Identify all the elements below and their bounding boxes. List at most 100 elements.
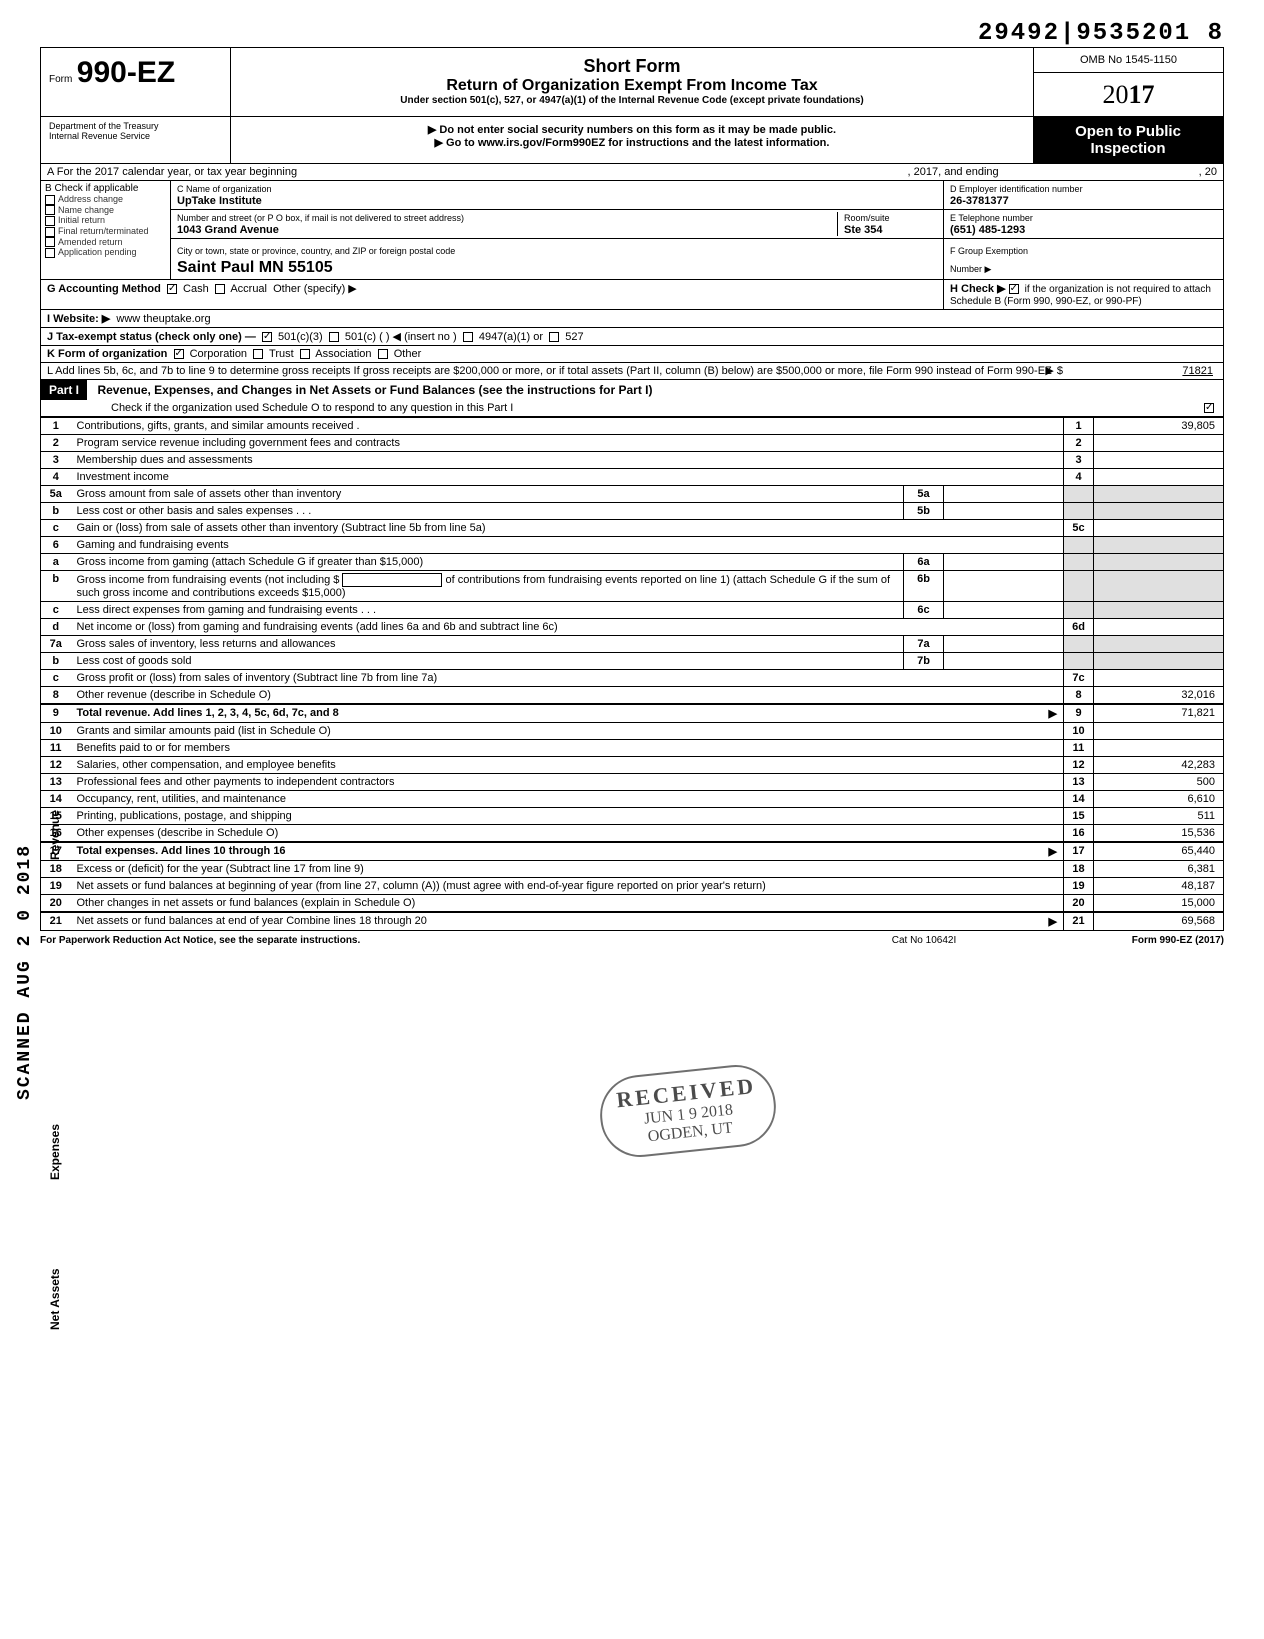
cb-527[interactable] bbox=[549, 332, 559, 342]
ln5a-en bbox=[1064, 486, 1094, 503]
ln18-num: 18 bbox=[41, 861, 71, 878]
ln6d-val bbox=[1094, 619, 1224, 636]
lbl-address-change: Address change bbox=[58, 194, 123, 204]
ln7c-en: 7c bbox=[1064, 670, 1094, 687]
footer-catno: Cat No 10642I bbox=[824, 935, 1024, 946]
line-a-start: A For the 2017 calendar year, or tax yea… bbox=[47, 166, 297, 178]
ln10-val bbox=[1094, 723, 1224, 740]
ln7a-desc: Gross sales of inventory, less returns a… bbox=[71, 636, 904, 653]
cb-schedule-o[interactable] bbox=[1204, 403, 1214, 413]
ln6a-num: a bbox=[41, 554, 71, 571]
ln21-en: 21 bbox=[1064, 912, 1094, 931]
cb-amended[interactable] bbox=[45, 237, 55, 247]
address: 1043 Grand Avenue bbox=[177, 224, 279, 236]
cb-address-change[interactable] bbox=[45, 195, 55, 205]
ln12-num: 12 bbox=[41, 757, 71, 774]
ln16-val: 15,536 bbox=[1094, 825, 1224, 843]
ssn-warning: ▶ Do not enter social security numbers o… bbox=[237, 123, 1027, 136]
dept-treasury: Department of the Treasury bbox=[49, 121, 222, 131]
lbl-trust: Trust bbox=[269, 348, 294, 360]
ln7a-sv bbox=[944, 636, 1064, 653]
cb-501c[interactable] bbox=[329, 332, 339, 342]
cb-name-change[interactable] bbox=[45, 205, 55, 215]
lbl-name-change: Name change bbox=[58, 205, 114, 215]
ln7a-ev bbox=[1094, 636, 1224, 653]
cb-final-return[interactable] bbox=[45, 227, 55, 237]
h-label: H Check ▶ bbox=[950, 283, 1006, 295]
lbl-assoc: Association bbox=[315, 348, 371, 360]
ln14-num: 14 bbox=[41, 791, 71, 808]
ln4-num: 4 bbox=[41, 469, 71, 486]
ln7b-desc: Less cost of goods sold bbox=[71, 653, 904, 670]
cb-schedule-b[interactable] bbox=[1009, 284, 1019, 294]
ln17-arrow: ▶ bbox=[1049, 845, 1057, 858]
ln7a-en bbox=[1064, 636, 1094, 653]
lbl-4947: 4947(a)(1) or bbox=[479, 331, 543, 343]
ln2-val bbox=[1094, 435, 1224, 452]
ln21-d: Net assets or fund balances at end of ye… bbox=[77, 915, 427, 927]
ln4-desc: Investment income bbox=[71, 469, 1064, 486]
ln18-en: 18 bbox=[1064, 861, 1094, 878]
cb-4947[interactable] bbox=[463, 332, 473, 342]
ln15-val: 511 bbox=[1094, 808, 1224, 825]
ln14-desc: Occupancy, rent, utilities, and maintena… bbox=[71, 791, 1064, 808]
ln20-en: 20 bbox=[1064, 895, 1094, 913]
cb-501c3[interactable] bbox=[262, 332, 272, 342]
cb-assoc[interactable] bbox=[300, 349, 310, 359]
side-netassets: Net Assets bbox=[48, 1268, 62, 1330]
ln5a-sv bbox=[944, 486, 1064, 503]
ln4-val bbox=[1094, 469, 1224, 486]
omb-no: OMB No 1545-1150 bbox=[1034, 48, 1223, 73]
ln9-d: Total revenue. Add lines 1, 2, 3, 4, 5c,… bbox=[77, 707, 339, 719]
form-header: Form 990-EZ Short Form Return of Organiz… bbox=[40, 47, 1224, 117]
ln18-val: 6,381 bbox=[1094, 861, 1224, 878]
cb-other-org[interactable] bbox=[378, 349, 388, 359]
cb-accrual[interactable] bbox=[215, 284, 225, 294]
ln9-val: 71,821 bbox=[1094, 704, 1224, 723]
form-prefix: Form bbox=[49, 74, 72, 85]
ln6a-en bbox=[1064, 554, 1094, 571]
lbl-527: 527 bbox=[565, 331, 583, 343]
cb-app-pending[interactable] bbox=[45, 248, 55, 258]
l-arrow: ▶ $ bbox=[1045, 364, 1063, 377]
lbl-insert: ) ◀ (insert no ) bbox=[386, 331, 457, 343]
lbl-501c3: 501(c)(3) bbox=[278, 331, 323, 343]
lbl-amended: Amended return bbox=[58, 237, 123, 247]
ln7b-sv bbox=[944, 653, 1064, 670]
ln8-en: 8 bbox=[1064, 687, 1094, 705]
ln6-ev bbox=[1094, 537, 1224, 554]
ln3-en: 3 bbox=[1064, 452, 1094, 469]
ln5c-en: 5c bbox=[1064, 520, 1094, 537]
cb-corp[interactable] bbox=[174, 349, 184, 359]
ln6a-ev bbox=[1094, 554, 1224, 571]
ln10-en: 10 bbox=[1064, 723, 1094, 740]
ln17-d: Total expenses. Add lines 10 through 16 bbox=[77, 845, 286, 857]
ln6b-sv bbox=[944, 571, 1064, 602]
ln14-en: 14 bbox=[1064, 791, 1094, 808]
cb-cash[interactable] bbox=[167, 284, 177, 294]
ln6c-num: c bbox=[41, 602, 71, 619]
g-label: G Accounting Method bbox=[47, 283, 161, 295]
tax-year: 2017 bbox=[1103, 80, 1155, 109]
ln6b-desc: Gross income from fundraising events (no… bbox=[71, 571, 904, 602]
ln20-desc: Other changes in net assets or fund bala… bbox=[71, 895, 1064, 913]
ln1-val: 39,805 bbox=[1094, 418, 1224, 435]
ln6b-blank[interactable] bbox=[342, 573, 442, 587]
ln7b-num: b bbox=[41, 653, 71, 670]
ln6b-d1: Gross income from fundraising events (no… bbox=[77, 574, 340, 586]
lbl-other-org: Other bbox=[394, 348, 422, 360]
phone: (651) 485-1293 bbox=[950, 224, 1025, 236]
e-label: E Telephone number bbox=[950, 213, 1033, 223]
cb-trust[interactable] bbox=[253, 349, 263, 359]
k-label: K Form of organization bbox=[47, 348, 167, 360]
ln7c-val bbox=[1094, 670, 1224, 687]
ln17-val: 65,440 bbox=[1094, 842, 1224, 861]
c-label: C Name of organization bbox=[177, 184, 272, 194]
ln20-val: 15,000 bbox=[1094, 895, 1224, 913]
cb-initial-return[interactable] bbox=[45, 216, 55, 226]
footer-form: Form 990-EZ (2017) bbox=[1024, 935, 1224, 946]
ln15-desc: Printing, publications, postage, and shi… bbox=[71, 808, 1064, 825]
ln6-desc: Gaming and fundraising events bbox=[71, 537, 1064, 554]
ln17-en: 17 bbox=[1064, 842, 1094, 861]
ln9-num: 9 bbox=[41, 704, 71, 723]
